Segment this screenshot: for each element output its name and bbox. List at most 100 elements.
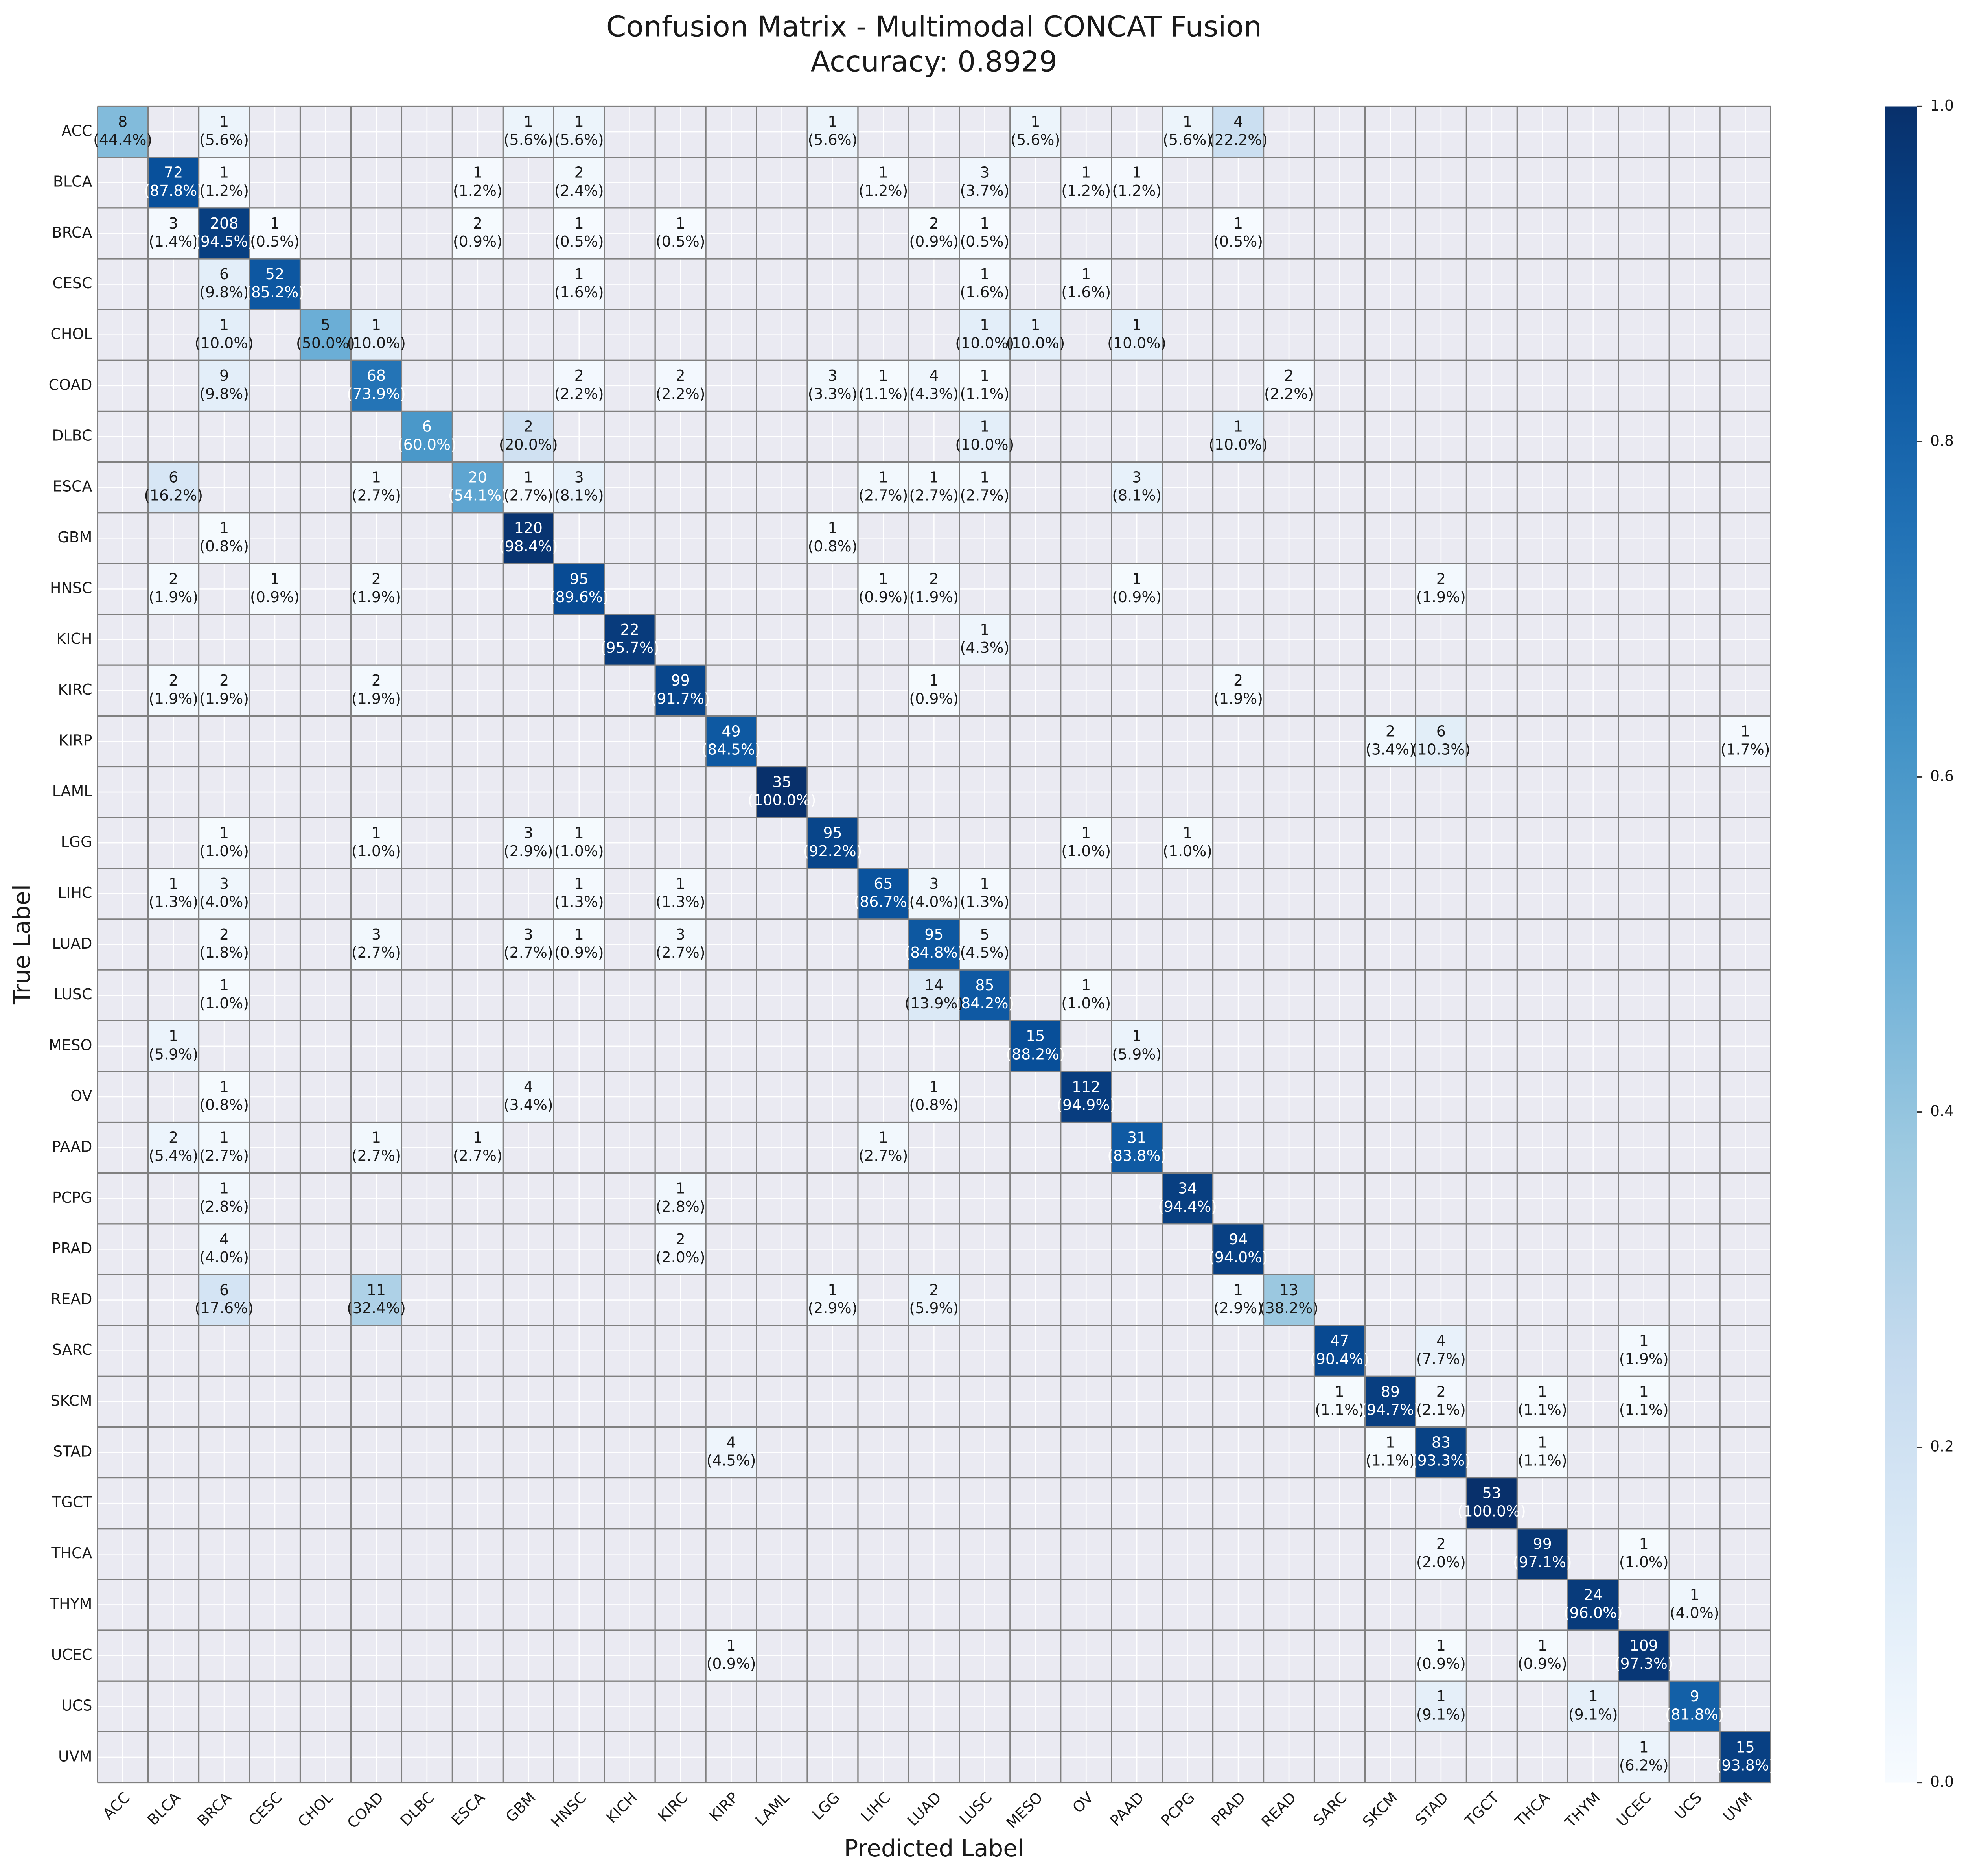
cell-percent: (1.1%) [1619, 1401, 1669, 1418]
cell-count: 95 [570, 570, 589, 588]
heatmap-cell [1720, 1732, 1771, 1783]
x-tick-label: STAD [1412, 1789, 1451, 1828]
cell-count: 8 [118, 113, 127, 130]
cell-percent: (1.7%) [1721, 741, 1770, 758]
cell-percent: (94.9%) [1057, 1096, 1116, 1114]
cell-percent: (5.9%) [149, 1045, 198, 1063]
x-tick-label: HNSC [548, 1789, 590, 1831]
colorbar [1885, 106, 1917, 1783]
cell-count: 1 [980, 621, 989, 638]
cell-percent: (4.0%) [199, 1249, 249, 1266]
heatmap-cell [1111, 1021, 1162, 1072]
cell-count: 1 [1589, 1688, 1598, 1705]
x-axis-label: Predicted Label [844, 1835, 1024, 1862]
cell-count: 1 [980, 367, 989, 384]
heatmap-cell [148, 563, 199, 615]
x-tick-label: PRAD [1208, 1789, 1249, 1830]
y-tick-label: COAD [49, 376, 92, 393]
heatmap-cell [858, 157, 909, 208]
heatmap-cell [199, 1224, 250, 1275]
heatmap-cell [97, 106, 148, 157]
heatmap-cell [959, 360, 1010, 411]
x-tick-label: THCA [1511, 1789, 1553, 1830]
heatmap-cell [959, 970, 1010, 1021]
cell-percent: (2.2%) [554, 385, 604, 402]
cell-count: 3 [828, 367, 837, 384]
cell-count: 3 [574, 469, 584, 486]
cell-count: 1 [1233, 418, 1243, 435]
heatmap-cell [959, 868, 1010, 919]
heatmap-cell [908, 970, 959, 1021]
cell-percent: (1.9%) [909, 588, 959, 606]
cell-percent: (5.6%) [504, 131, 553, 149]
cell-percent: (2.2%) [656, 385, 705, 402]
x-tick-label: KIRC [655, 1789, 691, 1825]
cell-count: 99 [1533, 1535, 1552, 1553]
heatmap-cell [1010, 1021, 1061, 1072]
cell-count: 1 [372, 316, 381, 334]
cell-percent: (0.9%) [1518, 1655, 1567, 1672]
heatmap-cell [249, 258, 300, 310]
cell-count: 1 [980, 875, 989, 892]
y-tick-label: GBM [57, 529, 92, 546]
x-tick-label: SARC [1310, 1789, 1350, 1829]
cell-count: 1 [1386, 1434, 1395, 1451]
cell-count: 1 [219, 520, 229, 537]
cell-count: 4 [727, 1434, 736, 1451]
heatmap-cell [1618, 1325, 1670, 1377]
heatmap-cell [351, 360, 402, 411]
x-tick-label: COAD [344, 1789, 387, 1832]
heatmap-cell [1111, 1122, 1162, 1173]
heatmap-cell [554, 563, 605, 615]
cell-count: 1 [980, 265, 989, 283]
cell-count: 3 [219, 875, 229, 892]
cell-count: 4 [524, 1078, 533, 1095]
colorbar-tick-label: 0.0 [1930, 1773, 1954, 1790]
cell-count: 1 [1081, 977, 1091, 994]
heatmap-cell [655, 208, 706, 259]
heatmap-cell [554, 106, 605, 157]
heatmap-cell [351, 919, 402, 970]
cell-percent: (20.0%) [499, 436, 558, 453]
cell-percent: (84.5%) [702, 741, 761, 758]
cell-count: 109 [1630, 1637, 1658, 1654]
cell-percent: (1.9%) [352, 588, 401, 606]
cell-percent: (0.8%) [808, 538, 858, 555]
cell-percent: (1.4%) [149, 233, 198, 250]
cell-percent: (10.0%) [195, 334, 254, 352]
heatmap-cell [1213, 1224, 1264, 1275]
cell-count: 1 [219, 977, 229, 994]
cell-count: 9 [219, 367, 229, 384]
y-tick-label: DLBC [52, 427, 92, 444]
y-tick-label: TGCT [52, 1494, 92, 1511]
cell-count: 1 [219, 824, 229, 842]
cell-percent: (2.7%) [199, 1147, 249, 1165]
cell-count: 2 [929, 1281, 939, 1299]
cell-count: 3 [929, 875, 939, 892]
cell-percent: (2.9%) [808, 1299, 858, 1317]
cell-percent: (2.7%) [352, 487, 401, 504]
x-tick-label: BLCA [144, 1789, 184, 1829]
cell-count: 2 [169, 672, 178, 689]
cell-count: 4 [1436, 1332, 1446, 1349]
cell-percent: (1.9%) [149, 588, 198, 606]
cell-count: 1 [828, 1281, 837, 1299]
cell-percent: (1.1%) [1315, 1401, 1364, 1418]
cell-percent: (0.9%) [909, 233, 959, 250]
cell-count: 1 [1335, 1383, 1344, 1400]
cell-percent: (1.9%) [1416, 588, 1466, 606]
heatmap-cell [1618, 1376, 1670, 1427]
cell-count: 3 [524, 824, 533, 842]
heatmap-cell [1060, 1071, 1112, 1122]
cell-percent: (4.5%) [707, 1452, 756, 1469]
heatmap-cell [199, 868, 250, 919]
cell-percent: (0.5%) [1213, 233, 1263, 250]
cell-percent: (2.4%) [554, 182, 604, 199]
cell-count: 3 [524, 926, 533, 943]
x-tick-label: ACC [99, 1789, 133, 1823]
cell-percent: (1.1%) [858, 385, 908, 402]
cell-percent: (50.0%) [296, 334, 355, 352]
cell-percent: (0.5%) [960, 233, 1009, 250]
heatmap-cell [1213, 208, 1264, 259]
cell-count: 1 [1132, 570, 1141, 588]
